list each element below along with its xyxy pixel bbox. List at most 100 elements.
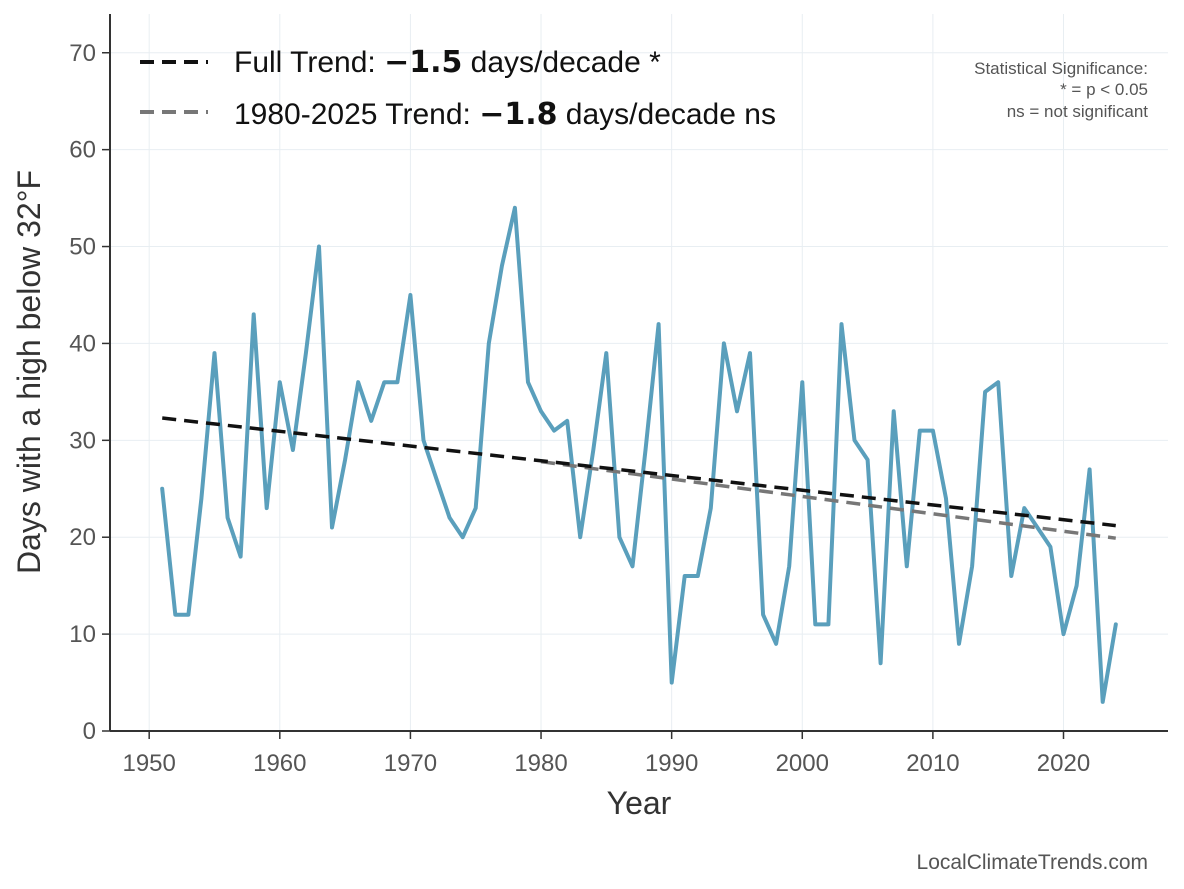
data-point [958,642,961,645]
data-point [762,613,765,616]
data-point [344,458,347,461]
data-point [566,419,569,422]
x-tick-label: 1950 [122,750,175,777]
x-tick-label: 1970 [384,750,437,777]
data-point [801,381,804,384]
y-axis-title: Days with a high below 32°F [11,170,47,574]
data-point [866,458,869,461]
data-point [553,429,556,432]
data-point [540,410,543,413]
x-tick-label: 2010 [906,750,959,777]
legend-prefix-recent-trend: 1980-2025 Trend: [234,98,479,131]
data-point [735,410,738,413]
data-point [696,574,699,577]
x-axis-title: Year [607,785,672,821]
data-point [291,449,294,452]
data-point [984,390,987,393]
y-tick-label: 40 [69,330,96,357]
data-point [644,449,647,452]
data-point [670,681,673,684]
data-point [239,555,242,558]
data-point [592,449,595,452]
data-point [500,264,503,267]
data-point [971,565,974,568]
data-point [409,293,412,296]
data-point [997,381,1000,384]
series-line [160,205,1118,704]
y-tick-label: 30 [69,427,96,454]
data-point [631,565,634,568]
data-point [526,381,529,384]
x-tick-label: 1960 [253,750,306,777]
data-point [1023,507,1026,510]
y-tick-label: 70 [69,40,96,67]
data-point [1010,574,1013,577]
grid-lines [110,14,1168,732]
significance-note-title: Statistical Significance: [974,59,1148,78]
data-point [513,206,516,209]
trend-line [540,459,1116,540]
legend-value-full-trend: −1.5 [384,45,462,80]
data-point [579,536,582,539]
data-point [892,410,895,413]
data-point [252,313,255,316]
data-point [357,381,360,384]
y-ticks: 0 10 20 30 40 50 60 70 [69,40,110,745]
data-point [317,245,320,248]
data-series [160,205,1118,704]
legend-prefix-full-trend: Full Trend: [234,46,384,79]
x-tick-label: 1990 [645,750,698,777]
y-tick-label: 20 [69,524,96,551]
data-point [278,381,281,384]
data-point [827,623,830,626]
data-point [331,526,334,529]
data-point [200,497,203,500]
data-point [1101,700,1104,703]
data-point [1036,526,1039,529]
data-point [683,574,686,577]
data-point [1075,584,1078,587]
axes [109,14,1168,732]
x-tick-label: 2020 [1037,750,1090,777]
data-point [814,623,817,626]
y-tick-label: 0 [83,718,96,745]
data-point [435,478,438,481]
data-point [1062,633,1065,636]
legend-suffix-full-trend: days/decade * [462,46,661,79]
y-tick-label: 50 [69,234,96,261]
data-point [879,662,882,665]
data-point [422,439,425,442]
data-point [370,419,373,422]
x-ticks: 1950 1960 1970 1980 1990 2000 2010 2020 [122,731,1090,777]
significance-note-ns: ns = not significant [1007,102,1149,121]
trend-lines [162,416,1116,540]
data-point [918,429,921,432]
y-tick-label: 10 [69,621,96,648]
data-point [618,536,621,539]
data-point [709,507,712,510]
trend-line [162,416,1116,528]
data-point [749,352,752,355]
legend: Full Trend: −1.5 days/decade * 1980-2025… [140,45,776,132]
data-point [840,323,843,326]
data-point [474,507,477,510]
significance-note-star: * = p < 0.05 [1060,80,1148,99]
data-point [396,381,399,384]
data-point [853,439,856,442]
data-point [657,323,660,326]
data-point [448,516,451,519]
data-point [304,352,307,355]
data-point [931,429,934,432]
y-tick-label: 60 [69,137,96,164]
data-point [226,516,229,519]
data-point [383,381,386,384]
data-point [1049,545,1052,548]
data-point [605,352,608,355]
data-point [174,613,177,616]
data-point [788,565,791,568]
legend-label-recent-trend: 1980-2025 Trend: −1.8 days/decade ns [234,97,776,132]
data-point [461,536,464,539]
legend-value-recent-trend: −1.8 [479,97,557,132]
x-tick-label: 2000 [776,750,829,777]
significance-note: Statistical Significance: * = p < 0.05 n… [974,59,1148,121]
